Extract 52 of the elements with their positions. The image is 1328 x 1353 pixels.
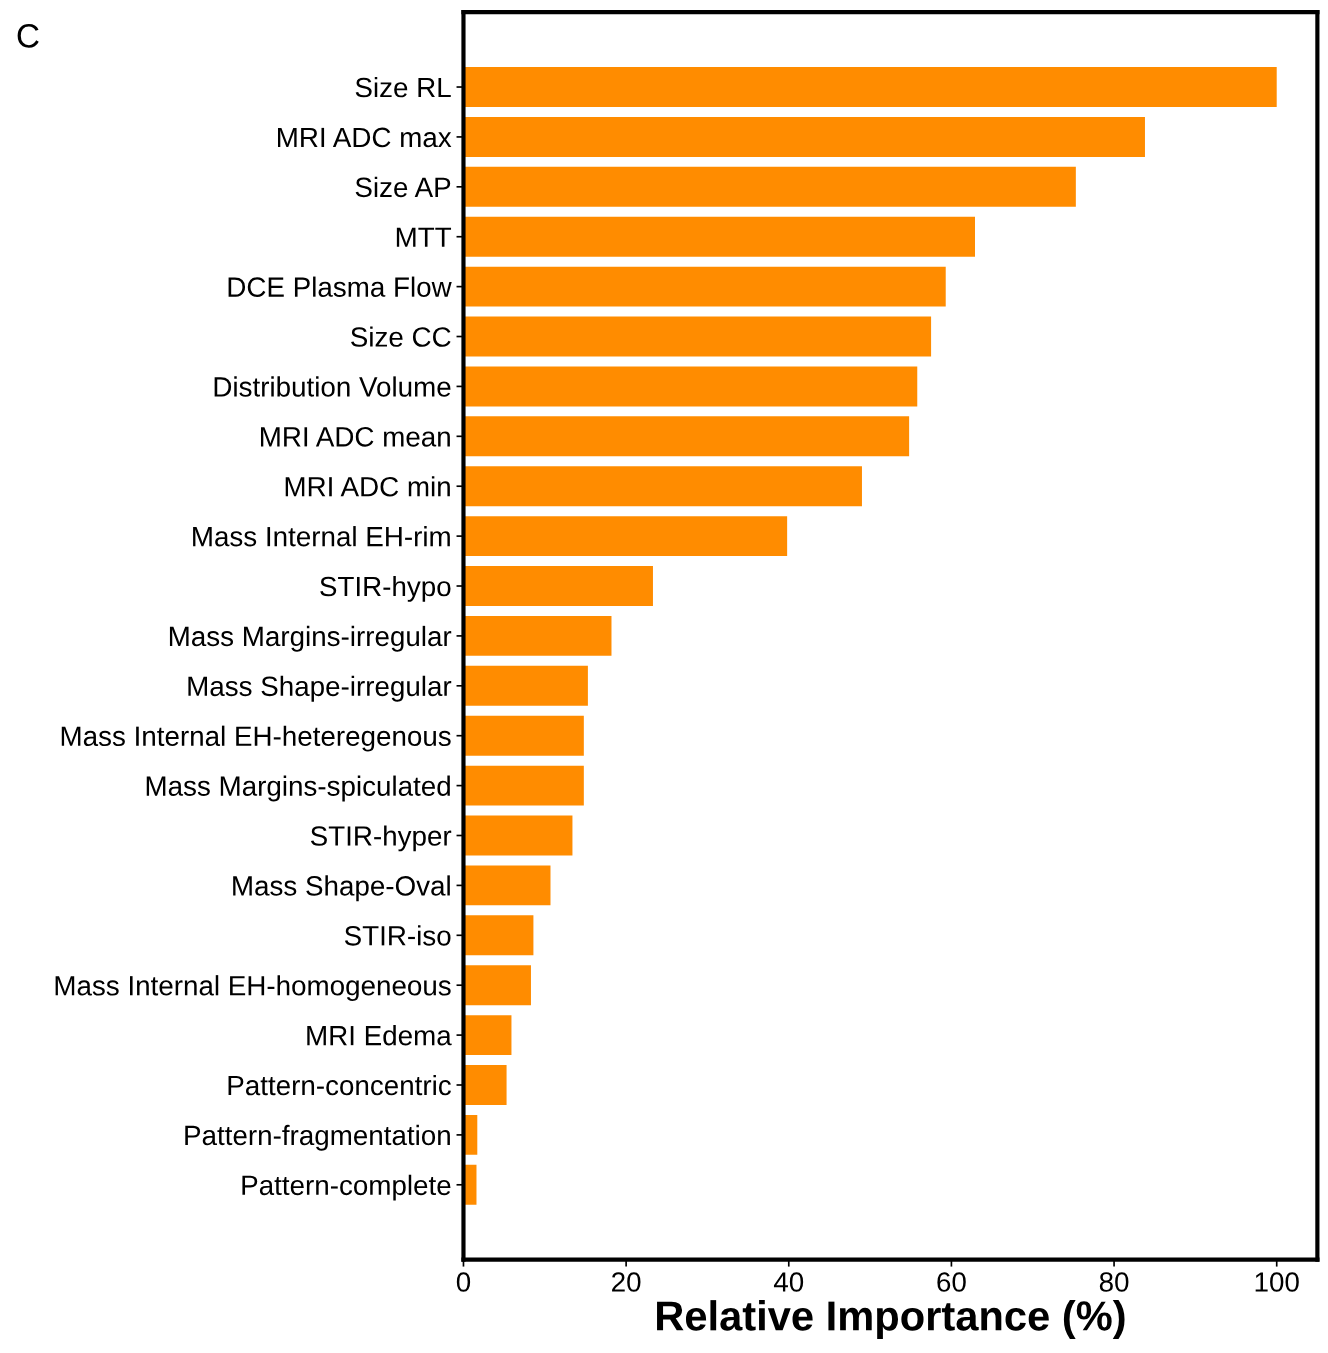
- y-tick-label: Mass Internal EH-rim: [193, 526, 450, 547]
- y-tick-label: Pattern-fragmentation: [185, 1124, 450, 1151]
- x-tick-label: 100: [1255, 1272, 1299, 1292]
- y-tick-label: STIR-hypo: [320, 575, 451, 602]
- bar: [463, 166, 1076, 207]
- y-tick-label: Pattern-concentric: [228, 1074, 451, 1096]
- bar: [463, 316, 932, 357]
- y-tick-label: Mass Internal EH-homogeneous: [55, 975, 451, 1002]
- bar: [463, 965, 531, 1006]
- bar: [463, 466, 862, 507]
- bar: [463, 1015, 512, 1056]
- y-tick-label: MRI ADC min: [285, 476, 450, 497]
- bar: [463, 566, 653, 606]
- y-tick-label: Size RL: [355, 76, 451, 98]
- y-tick-label: STIR-iso: [344, 925, 451, 946]
- bar: [463, 815, 573, 856]
- y-tick-label: Pattern-complete: [242, 1174, 451, 1201]
- bar: [463, 1065, 507, 1105]
- y-tick-label: Distribution Volume: [214, 376, 451, 397]
- y-tick-label: Mass Shape-Oval: [233, 875, 450, 902]
- y-tick-label: Mass Margins-irregular: [169, 625, 452, 652]
- bar: [463, 366, 918, 407]
- bar: [463, 765, 584, 806]
- y-tick-label: Mass Internal EH-heteregenous: [61, 725, 451, 752]
- y-tick-label: MTT: [396, 227, 452, 247]
- bar: [463, 715, 584, 756]
- y-tick-label: Size AP: [355, 176, 451, 198]
- bar: [463, 116, 1145, 157]
- y-tick-label: MRI ADC max: [278, 127, 452, 148]
- bar: [463, 665, 588, 706]
- y-tick-label: Size CC: [351, 326, 451, 347]
- bar: [463, 915, 534, 956]
- y-tick-label: Mass Margins-spiculated: [146, 775, 450, 802]
- x-tick-label: 40: [773, 1272, 804, 1292]
- text: C: [17, 24, 39, 48]
- bar: [463, 216, 975, 257]
- y-tick-label: MRI ADC mean: [260, 426, 450, 447]
- x-tick-label: 20: [612, 1272, 641, 1292]
- bar: [463, 865, 551, 906]
- x-tick-label: 0: [456, 1272, 471, 1292]
- x-tick-label: 60: [937, 1272, 966, 1292]
- bar: [463, 67, 1277, 107]
- x-axis-title: Relative Importance (%): [657, 1300, 1125, 1339]
- bar: [463, 615, 612, 656]
- x-tick-label: 80: [1099, 1272, 1129, 1292]
- y-tick-label: DCE Plasma Flow: [228, 276, 452, 297]
- y-tick-label: MRI Edema: [307, 1025, 452, 1046]
- y-tick-label: STIR-hyper: [310, 825, 452, 852]
- bar: [463, 266, 946, 307]
- y-tick-label: Mass Shape-irregular: [188, 675, 452, 702]
- bar: [463, 516, 788, 557]
- bar: [463, 416, 910, 457]
